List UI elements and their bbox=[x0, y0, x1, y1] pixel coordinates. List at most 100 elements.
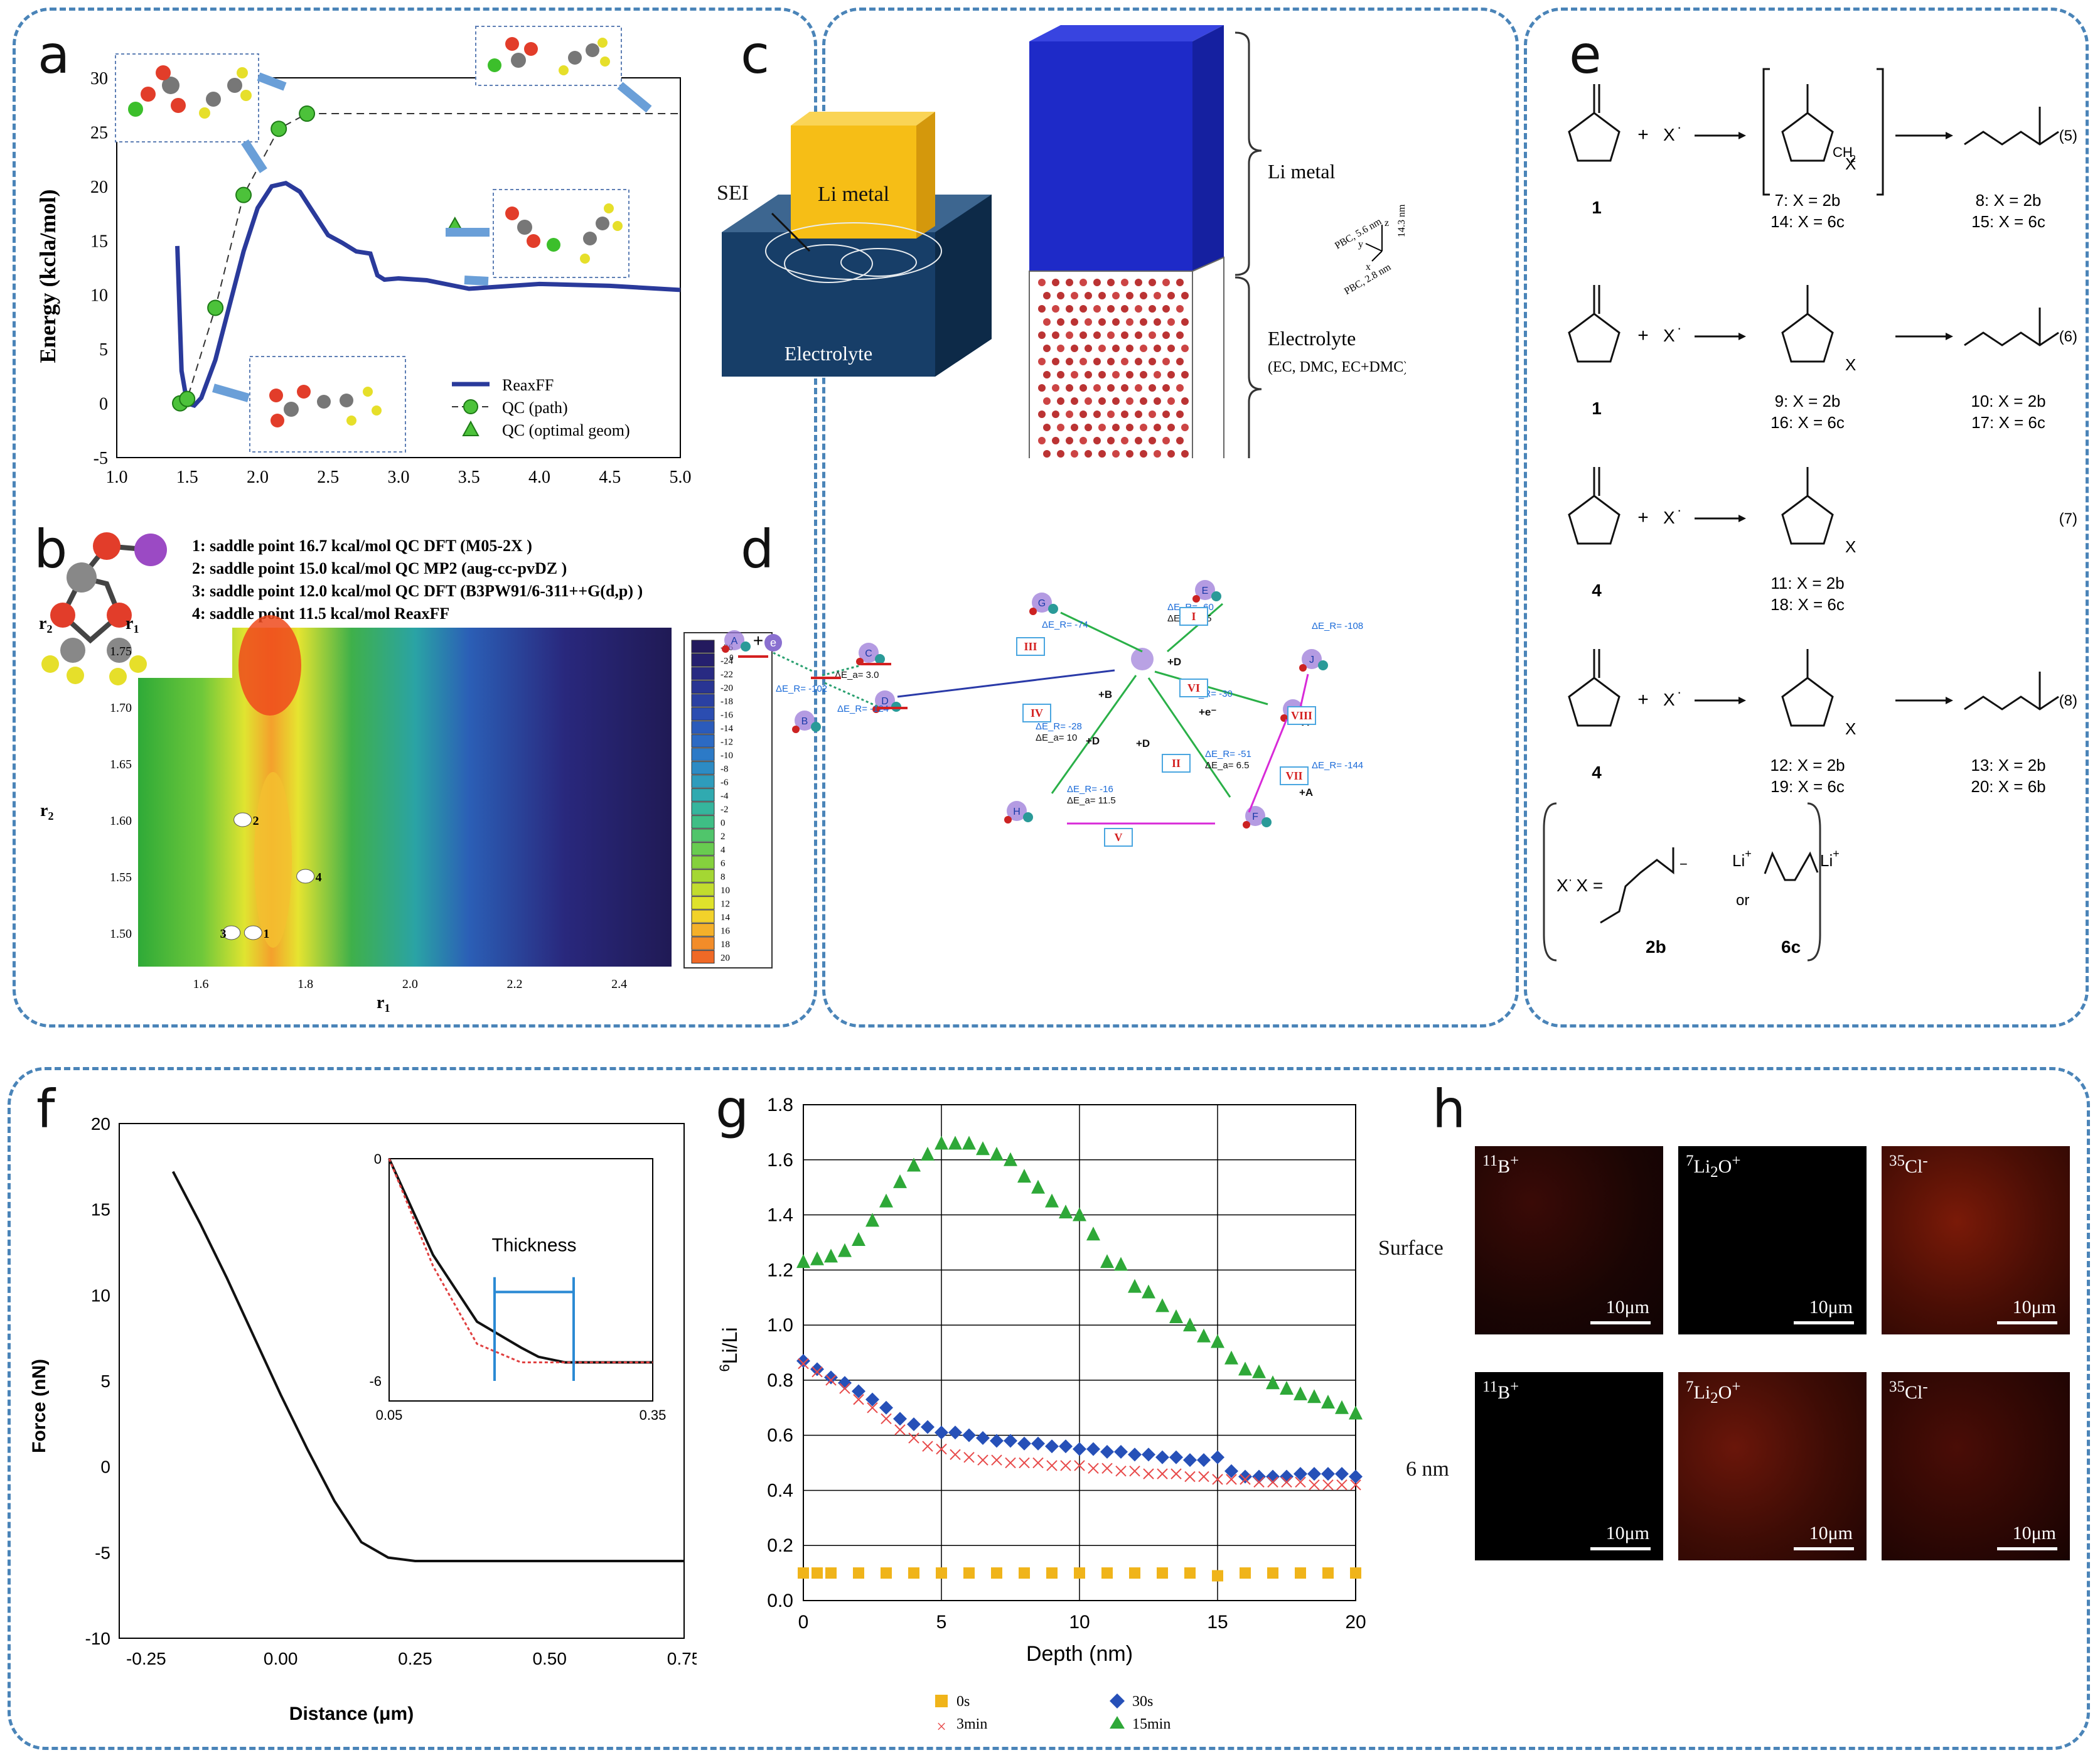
point-3min bbox=[936, 1443, 947, 1455]
colorbar-label: -12 bbox=[721, 738, 733, 748]
y-tick-label: 0.2 bbox=[767, 1535, 793, 1556]
electrolyte-molecule bbox=[1107, 331, 1115, 339]
svg-text:15min: 15min bbox=[1132, 1716, 1171, 1732]
point-0s bbox=[1184, 1567, 1196, 1579]
electrolyte-molecule bbox=[1071, 397, 1078, 405]
colorbar-swatch bbox=[691, 707, 715, 721]
y-tick-label: 1.4 bbox=[767, 1205, 793, 1226]
point-30s bbox=[1017, 1436, 1031, 1451]
colorbar-label: 0 bbox=[721, 818, 726, 829]
y-axis-title: 6Li/Li bbox=[717, 1328, 741, 1372]
map-li2o-surface: 7Li2O+ 10μm bbox=[1678, 1146, 1867, 1334]
radical-x: X bbox=[1663, 326, 1675, 345]
point-3min bbox=[977, 1454, 988, 1466]
point-3min bbox=[1240, 1474, 1251, 1485]
product-label: 13: X = 2b bbox=[1971, 756, 2045, 775]
radical-legend: X· X = − Li+ or Li+ 2b 6c bbox=[1543, 802, 1840, 962]
species-label: G bbox=[1038, 598, 1046, 609]
radical-x: X bbox=[1663, 508, 1675, 527]
point-15min bbox=[1211, 1334, 1224, 1348]
svg-text:1: saddle point 16.7 kcal/mol: 1: saddle point 16.7 kcal/mol QC DFT (M0… bbox=[192, 537, 532, 555]
reaction-condition: +e⁻ bbox=[1199, 706, 1216, 718]
point-15min bbox=[1349, 1405, 1363, 1420]
energy-label: ΔE_R= -144 bbox=[1312, 760, 1363, 771]
electrolyte-molecule bbox=[1107, 358, 1115, 365]
arrowhead bbox=[1738, 333, 1746, 340]
atom bbox=[1029, 608, 1037, 615]
point-3min bbox=[1226, 1474, 1237, 1485]
electrolyte-molecule bbox=[1149, 384, 1156, 392]
point-3min bbox=[1350, 1479, 1361, 1491]
electrolyte-molecule bbox=[1071, 292, 1078, 299]
colorbar-swatch bbox=[691, 950, 715, 963]
point-3min bbox=[1115, 1466, 1127, 1477]
x-tick-label: 5.0 bbox=[670, 468, 692, 483]
point-30s bbox=[1307, 1467, 1321, 1481]
electrolyte-molecule bbox=[1162, 305, 1170, 313]
svg-text:r2: r2 bbox=[40, 801, 53, 822]
point-3min bbox=[1060, 1460, 1071, 1471]
electrolyte-molecule bbox=[1154, 292, 1161, 299]
electrolyte-molecule bbox=[1112, 345, 1120, 352]
panel-g-chart: 1.81.61.41.21.00.80.60.40.20.0 0 5 10 15 20 … bbox=[717, 1095, 1366, 1737]
point-0s bbox=[1240, 1567, 1251, 1579]
electrolyte-molecule bbox=[1135, 331, 1142, 339]
point-30s bbox=[1073, 1442, 1086, 1456]
electrolyte-molecule bbox=[1167, 450, 1175, 458]
point-15min bbox=[865, 1213, 879, 1227]
electrolyte-molecule bbox=[1167, 345, 1175, 352]
colorbar-label: -6 bbox=[721, 778, 729, 788]
colorbar-label: 8 bbox=[721, 872, 726, 883]
y-tick-label: 20 bbox=[91, 1114, 110, 1134]
map-cl-surface: 35Cl- 10μm bbox=[1882, 1146, 2070, 1334]
svg-text:QC (optimal geom): QC (optimal geom) bbox=[502, 421, 630, 439]
electrolyte-molecule bbox=[1149, 437, 1156, 444]
intermediate-ring bbox=[1781, 677, 1834, 727]
y-tick-label: 1.50 bbox=[110, 927, 132, 941]
saddle-point-label: 1 bbox=[263, 927, 269, 941]
point-0s bbox=[1074, 1567, 1085, 1579]
electrolyte-molecule bbox=[1176, 410, 1184, 418]
point-15min bbox=[879, 1193, 893, 1208]
colorbar-swatch bbox=[691, 910, 715, 923]
electrolyte-molecule bbox=[1107, 410, 1115, 418]
electrolyte-molecule bbox=[1167, 371, 1175, 378]
point-0s bbox=[825, 1567, 837, 1579]
point-3min bbox=[1046, 1460, 1058, 1471]
y-tick-label: -5 bbox=[94, 449, 108, 468]
electrolyte-molecule bbox=[1107, 384, 1115, 392]
colorbar-label: 4 bbox=[721, 845, 726, 856]
electrolyte-molecule bbox=[1181, 345, 1189, 352]
electrolyte-molecule bbox=[1043, 371, 1051, 378]
x-tick-label: 2.2 bbox=[507, 977, 523, 991]
point-30s bbox=[1321, 1467, 1335, 1481]
electrolyte-molecule bbox=[1098, 318, 1106, 326]
molecule-diagram: r2 r1 bbox=[39, 532, 167, 685]
point-30s bbox=[1183, 1453, 1197, 1468]
point-3min bbox=[1088, 1462, 1099, 1474]
qc-path-point bbox=[299, 105, 316, 122]
y-tick-label: 25 bbox=[90, 123, 108, 142]
saddle-notes: 1: saddle point 16.7 kcal/mol QC DFT (M0… bbox=[192, 537, 643, 623]
electrolyte-molecule bbox=[1181, 450, 1189, 458]
electrolyte-molecule bbox=[1066, 410, 1073, 418]
point-15min bbox=[1294, 1386, 1307, 1400]
callout-arrows bbox=[212, 72, 652, 402]
electrolyte-molecule bbox=[1052, 279, 1059, 286]
point-0s bbox=[798, 1567, 809, 1579]
x-tick-label: 0.00 bbox=[264, 1649, 298, 1668]
panel-e-frame bbox=[1524, 8, 2089, 1028]
colorbar-label: -14 bbox=[721, 724, 733, 734]
svg-text:2: saddle point 15.0 kcal/mol: 2: saddle point 15.0 kcal/mol QC MP2 (au… bbox=[192, 559, 567, 577]
species-B bbox=[795, 711, 815, 731]
reactant-ring bbox=[1568, 495, 1621, 545]
electrolyte-molecule bbox=[1038, 279, 1046, 286]
reactant-number: 4 bbox=[1592, 581, 1602, 600]
atom bbox=[1023, 812, 1033, 822]
electrolyte-molecule bbox=[1038, 305, 1046, 313]
reactant-ring bbox=[1568, 112, 1621, 162]
svg-text:SEI: SEI bbox=[717, 181, 749, 205]
svg-text:Li metal: Li metal bbox=[1268, 160, 1336, 183]
point-0s bbox=[936, 1567, 947, 1579]
reaction-condition: +D bbox=[1167, 656, 1181, 668]
